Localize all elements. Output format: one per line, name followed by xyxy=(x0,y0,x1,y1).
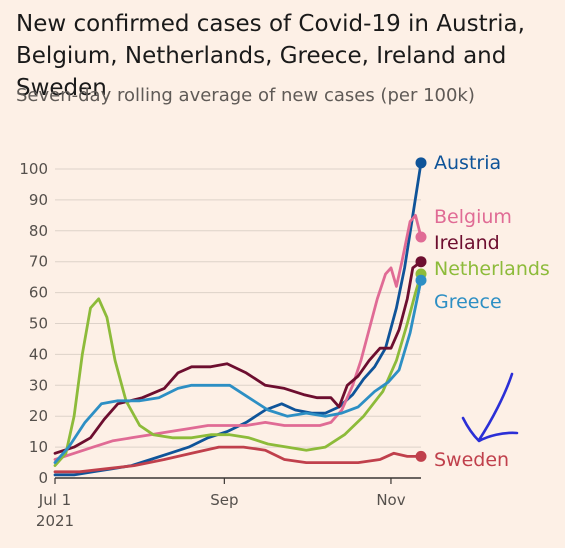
series-line-austria xyxy=(53,161,423,477)
end-marker-sweden xyxy=(415,450,427,462)
y-tick-label: 10 xyxy=(29,438,48,456)
y-tick-label: 40 xyxy=(29,345,48,363)
y-axis-ticks: 0 10 20 30 40 50 60 70 80 90 100 xyxy=(19,160,48,487)
x-tick-label: Nov xyxy=(376,491,405,509)
series-label-greece: Greece xyxy=(434,291,502,313)
series-label-belgium: Belgium xyxy=(434,206,512,228)
y-tick-label: 80 xyxy=(29,222,48,240)
series-label-netherlands: Netherlands xyxy=(434,258,550,280)
x-axis-ticks: Jul 1 2021 Sep Nov xyxy=(36,478,406,530)
x-tick-label: Jul 1 xyxy=(38,491,71,509)
y-tick-label: 90 xyxy=(29,191,48,209)
hand-drawn-arrow-annotation xyxy=(461,372,519,443)
end-marker-ireland xyxy=(415,256,427,268)
series-lines xyxy=(53,157,427,477)
y-tick-label: 30 xyxy=(29,376,48,394)
y-tick-label: 0 xyxy=(38,469,48,487)
series-labels: Austria Belgium Ireland Netherlands Greece Sw… xyxy=(434,152,550,471)
end-marker-belgium xyxy=(415,231,427,243)
series-line-belgium xyxy=(53,214,423,461)
y-tick-label: 50 xyxy=(29,315,48,333)
end-marker-austria xyxy=(415,157,427,169)
end-marker-greece xyxy=(415,274,427,286)
gridlines xyxy=(55,168,421,479)
chart-title: New confirmed cases of Covid-19 in Austr… xyxy=(16,11,525,101)
y-tick-label: 70 xyxy=(29,253,48,271)
series-label-sweden: Sweden xyxy=(434,449,509,471)
chart-subtitle: Seven-day rolling average of new cases (… xyxy=(16,85,475,106)
series-line-netherlands xyxy=(53,272,423,467)
series-label-ireland: Ireland xyxy=(434,232,500,254)
series-label-austria: Austria xyxy=(434,152,501,174)
x-tick-label: Sep xyxy=(210,491,238,509)
y-tick-label: 60 xyxy=(29,284,48,302)
series-line-sweden xyxy=(53,445,423,474)
x-tick-sublabel: 2021 xyxy=(36,512,74,530)
series-line-greece xyxy=(53,278,423,464)
y-tick-label: 20 xyxy=(29,407,48,425)
y-tick-label: 100 xyxy=(19,160,48,178)
